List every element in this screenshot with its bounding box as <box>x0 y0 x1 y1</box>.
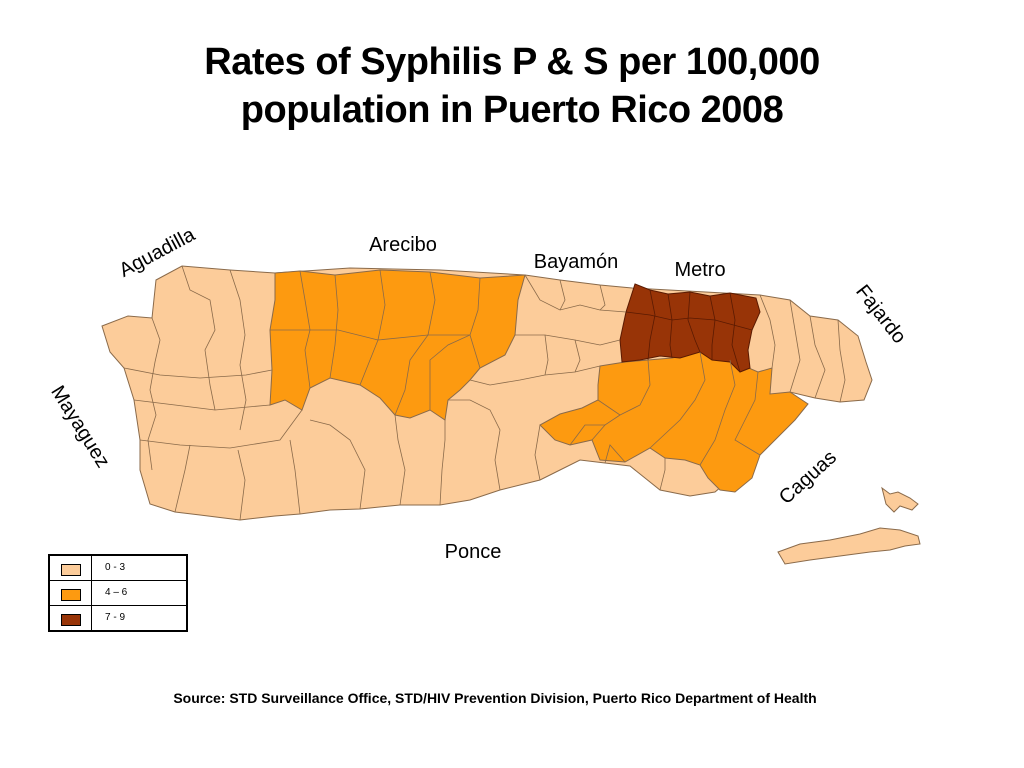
legend-swatch-high <box>61 614 81 626</box>
region-label-arecibo: Arecibo <box>369 234 437 256</box>
region-label-ponce: Ponce <box>445 541 502 563</box>
legend-row-mid: 4 – 6 <box>50 581 186 606</box>
region-label-mayaguez: Mayaguez <box>46 382 114 472</box>
legend-swatch-cell <box>50 581 92 605</box>
title-line-1: Rates of Syphilis P & S per 100,000 <box>204 41 820 83</box>
metro-boundaries <box>625 289 753 373</box>
municipality-boundaries <box>123 265 846 521</box>
title-line-2: population in Puerto Rico 2008 <box>240 89 784 131</box>
region-label-metro: Metro <box>674 259 725 281</box>
region-label-bayamon: Bayamón <box>534 251 619 273</box>
island-culebra <box>881 486 919 513</box>
legend-swatch-cell <box>50 606 92 631</box>
legend-label-mid: 4 – 6 <box>105 587 128 598</box>
island-vieques <box>777 527 921 565</box>
source-note: Source: STD Surveillance Office, STD/HIV… <box>173 690 817 706</box>
legend-label-low: 0 - 3 <box>105 562 126 573</box>
legend-row-high: 7 - 9 <box>50 606 186 631</box>
region-metro-high <box>619 283 761 373</box>
mid-region-boundaries <box>270 269 761 466</box>
legend-label-high: 7 - 9 <box>105 612 126 623</box>
map-title: Rates of Syphilis P & S per 100,000 popu… <box>0 38 1024 134</box>
legend: 0 - 3 4 – 6 7 - 9 <box>48 554 188 632</box>
region-label-caguas: Caguas <box>775 446 841 508</box>
legend-swatch-low <box>61 564 81 576</box>
legend-row-low: 0 - 3 <box>50 556 186 581</box>
region-label-fajardo: Fajardo <box>851 281 910 348</box>
legend-swatch-cell <box>50 556 92 580</box>
legend-swatch-mid <box>61 589 81 601</box>
